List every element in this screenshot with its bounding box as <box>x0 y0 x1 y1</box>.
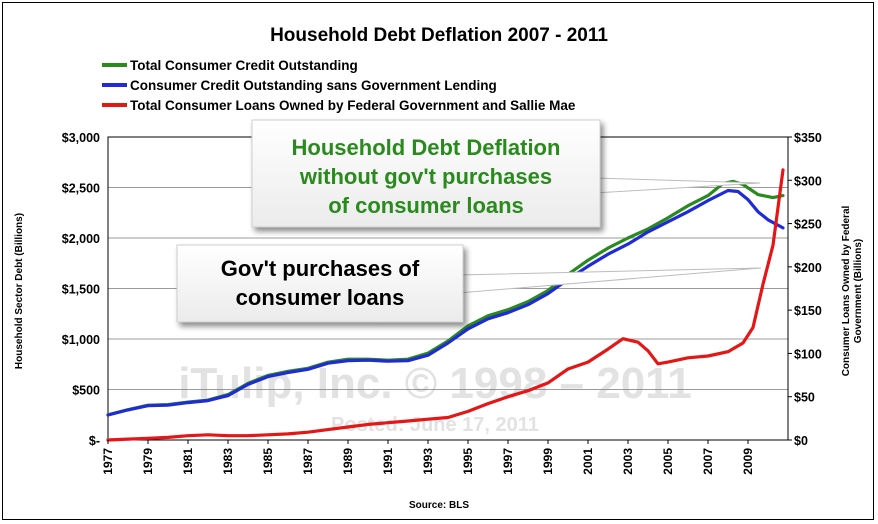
chart-title: Household Debt Deflation 2007 - 2011 <box>270 25 608 46</box>
right-tick-label: $350 <box>794 131 822 145</box>
x-tick-label: 1981 <box>181 448 195 475</box>
right-tick-label: $50 <box>794 391 815 405</box>
x-tick-label: 2007 <box>701 448 715 475</box>
left-tick-label: $1,000 <box>62 333 100 347</box>
callout-box-without-gov <box>251 119 601 228</box>
right-tick-label: $300 <box>794 174 822 188</box>
x-tick-label: 1985 <box>261 448 275 475</box>
left-axis-label: Household Sector Debt (Billions) <box>14 213 25 369</box>
x-tick-label: 1979 <box>141 448 155 475</box>
right-axis-label-text: Consumer Loans Owned by FederalGovernmen… <box>841 205 864 376</box>
x-tick-label: 1987 <box>301 448 315 475</box>
right-axis-label: Consumer Loans Owned by FederalGovernmen… <box>841 205 864 376</box>
right-tick-label: $100 <box>794 347 822 361</box>
right-tick-label: $0 <box>794 434 808 448</box>
x-tick-label: 1989 <box>341 448 355 475</box>
callout-without-gov-line: without gov't purchases <box>299 164 552 189</box>
x-tick-label: 1995 <box>461 448 475 475</box>
watermark-line-2: Posted: June 17, 2011 <box>331 414 539 436</box>
left-tick-label: $- <box>89 434 100 448</box>
right-tick-label: $150 <box>794 304 822 318</box>
chart-svg: Household Debt Deflation 2007 - 2011 Tot… <box>14 25 864 511</box>
x-tick-label: 1999 <box>541 448 555 475</box>
series-line-3 <box>106 168 785 442</box>
legend: Total Consumer Credit Outstanding Consume… <box>102 58 576 113</box>
callout-without-gov-line: of consumer loans <box>328 193 524 218</box>
left-tick-label: $3,000 <box>62 131 100 145</box>
callout-box-gov-purchases <box>176 244 464 323</box>
right-tick-label: $200 <box>794 261 822 275</box>
legend-label-2: Consumer Credit Outstanding sans Governm… <box>130 78 497 93</box>
x-tick-label: 1991 <box>381 448 395 475</box>
x-tick-label: 1993 <box>421 448 435 475</box>
callout-gov-purchases-line: consumer loans <box>236 285 405 310</box>
legend-label-3: Total Consumer Loans Owned by Federal Go… <box>130 98 576 113</box>
right-tick-label: $250 <box>794 218 822 232</box>
callout-without-gov: Household Debt Deflation without gov't pu… <box>292 135 561 218</box>
left-tick-label: $1,500 <box>62 283 100 297</box>
x-tick-label: 2005 <box>661 448 675 475</box>
x-axis-ticks: 1977 1979 1981 1983 1985 1987 1989 1991 1993 1995… <box>101 440 755 475</box>
left-axis-ticks: $- $500 $1,000 $1,500 $2,000 $2,500 $3,000 <box>62 131 100 448</box>
series-group <box>106 168 785 442</box>
callout-gov-purchases-line: Gov't purchases of <box>221 256 420 281</box>
legend-label-1: Total Consumer Credit Outstanding <box>130 58 358 73</box>
watermark-line-1: iTulip, Inc. © 1998 – 2011 <box>178 359 691 408</box>
callout-without-gov-line: Household Debt Deflation <box>292 135 561 160</box>
x-tick-label: 1983 <box>221 448 235 475</box>
callout-pointer-gov-purchases <box>457 267 762 294</box>
left-tick-label: $500 <box>72 384 100 398</box>
callout-gov-purchases: Gov't purchases of consumer loans <box>221 256 420 310</box>
x-tick-label: 1997 <box>501 448 515 475</box>
source-note: Source: BLS <box>409 500 469 511</box>
right-axis-ticks: $0 $50 $100 $150 $200 $250 $300 $350 <box>788 131 822 448</box>
left-tick-label: $2,500 <box>62 182 100 196</box>
x-tick-label: 2003 <box>621 448 635 475</box>
x-tick-label: 1977 <box>101 448 115 475</box>
series-line-2 <box>106 188 785 417</box>
x-tick-label: 2001 <box>581 448 595 475</box>
left-tick-label: $2,000 <box>62 232 100 246</box>
x-tick-label: 2009 <box>741 448 755 475</box>
